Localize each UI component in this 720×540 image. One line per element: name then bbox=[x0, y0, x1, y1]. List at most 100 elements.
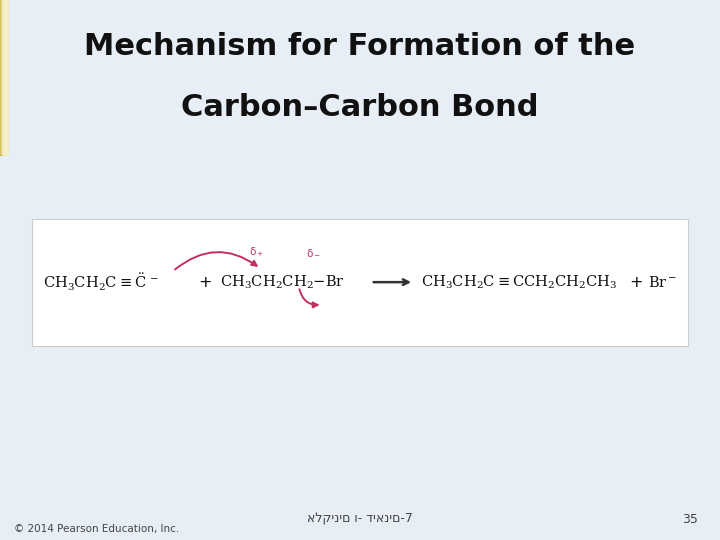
Bar bbox=[0, 154, 720, 540]
Bar bbox=[3, 0, 6, 154]
Bar bbox=[2, 0, 6, 154]
Bar bbox=[0, 0, 4, 154]
Bar bbox=[2, 0, 6, 154]
Bar bbox=[1, 0, 4, 154]
Bar bbox=[1, 0, 4, 154]
Bar bbox=[1, 0, 4, 154]
Bar bbox=[1, 0, 5, 154]
Bar bbox=[1, 0, 4, 154]
Bar bbox=[3, 0, 6, 154]
Bar bbox=[1, 0, 4, 154]
Bar bbox=[1, 0, 4, 154]
Bar bbox=[1, 0, 5, 154]
Bar bbox=[2, 0, 6, 154]
Text: $\mathdefault{\delta_-}$: $\mathdefault{\delta_-}$ bbox=[306, 247, 322, 258]
Bar bbox=[2, 0, 6, 154]
Bar bbox=[1, 0, 5, 154]
Bar bbox=[2, 0, 6, 154]
Bar bbox=[3, 0, 6, 154]
Bar bbox=[1, 0, 5, 154]
Bar bbox=[1, 0, 5, 154]
Text: +: + bbox=[199, 275, 212, 289]
Text: $\mathdefault{CH_3CH_2C{\equiv}\ddot{C}^{\,-}}$: $\mathdefault{CH_3CH_2C{\equiv}\ddot{C}^… bbox=[43, 272, 159, 293]
Bar bbox=[2, 0, 6, 154]
Bar bbox=[1, 0, 4, 154]
Bar bbox=[1, 0, 5, 154]
Bar bbox=[3, 0, 6, 154]
Bar bbox=[3, 0, 6, 154]
Text: 35: 35 bbox=[683, 513, 698, 526]
Bar bbox=[1, 0, 5, 154]
Bar bbox=[3, 0, 6, 154]
Bar bbox=[1, 0, 4, 154]
Bar bbox=[2, 0, 6, 154]
Bar bbox=[4, 0, 7, 154]
Bar bbox=[1, 0, 4, 154]
Bar bbox=[1, 0, 4, 154]
Bar bbox=[2, 0, 6, 154]
Bar bbox=[1, 0, 5, 154]
Bar bbox=[1, 0, 4, 154]
Bar bbox=[4, 0, 7, 154]
Bar bbox=[3, 0, 6, 154]
Bar bbox=[3, 0, 6, 154]
Bar bbox=[3, 0, 6, 154]
Bar bbox=[1, 0, 4, 154]
Bar bbox=[3, 0, 6, 154]
Bar bbox=[2, 0, 6, 154]
Bar bbox=[2, 0, 6, 154]
Bar bbox=[3, 0, 6, 154]
Bar bbox=[2, 0, 6, 154]
Bar bbox=[0, 0, 4, 154]
Bar bbox=[4, 0, 7, 154]
Bar bbox=[3, 0, 6, 154]
Bar bbox=[1, 0, 6, 154]
Bar bbox=[1, 0, 5, 154]
Bar bbox=[3, 0, 6, 154]
Bar bbox=[1, 0, 5, 154]
Text: © 2014 Pearson Education, Inc.: © 2014 Pearson Education, Inc. bbox=[14, 524, 180, 534]
Bar bbox=[3, 0, 6, 154]
Bar bbox=[0, 0, 4, 154]
Bar bbox=[1, 0, 4, 154]
Bar bbox=[4, 0, 7, 154]
Text: +: + bbox=[629, 275, 642, 289]
Bar bbox=[1, 0, 5, 154]
Bar bbox=[1, 0, 5, 154]
Bar bbox=[1, 0, 4, 154]
Bar bbox=[1, 0, 5, 154]
Bar bbox=[4, 0, 7, 154]
Bar bbox=[3, 0, 6, 154]
Bar bbox=[3, 0, 6, 154]
Bar bbox=[1, 0, 4, 154]
Bar bbox=[3, 0, 6, 154]
Bar bbox=[3, 0, 6, 154]
Bar bbox=[2, 0, 6, 154]
Bar bbox=[0, 0, 4, 154]
Bar bbox=[1, 0, 5, 154]
Bar bbox=[2, 0, 6, 154]
Bar bbox=[3, 0, 6, 154]
Bar bbox=[2, 0, 6, 154]
Bar bbox=[1, 0, 4, 154]
Bar bbox=[1, 0, 5, 154]
Bar bbox=[1, 0, 5, 154]
Bar bbox=[0, 0, 4, 154]
Bar bbox=[1, 0, 5, 154]
Bar bbox=[1, 0, 5, 154]
Bar bbox=[1, 0, 5, 154]
Bar bbox=[1, 0, 4, 154]
Bar bbox=[1, 0, 5, 154]
Bar bbox=[2, 0, 6, 154]
Bar bbox=[0, 0, 4, 154]
Bar bbox=[1, 0, 5, 154]
Bar bbox=[1, 0, 5, 154]
Bar bbox=[3, 0, 6, 154]
Bar bbox=[1, 0, 4, 154]
Bar bbox=[2, 0, 6, 154]
Bar bbox=[4, 0, 7, 154]
Bar bbox=[4, 0, 7, 154]
Bar bbox=[2, 0, 6, 154]
Bar bbox=[1, 0, 4, 154]
Bar bbox=[0, 0, 4, 154]
